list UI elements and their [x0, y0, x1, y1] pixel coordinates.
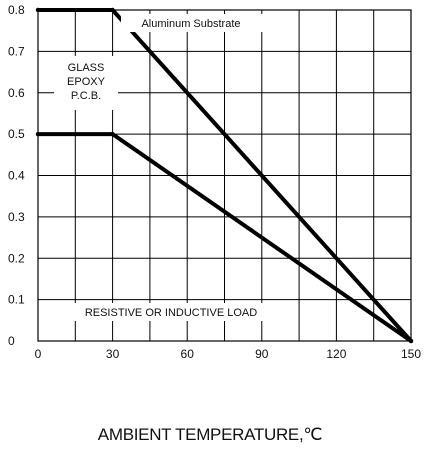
x-tick-label-60: 60: [181, 347, 195, 361]
y-tick-label-6: 0.6: [8, 86, 25, 100]
load-note-background: [58, 303, 286, 321]
y-tick-label-5: 0.5: [8, 127, 25, 141]
y-tick-label-1: 0.1: [8, 293, 25, 307]
glass-epoxy-label-line-3: P.C.B.: [71, 90, 101, 102]
series-point-1-1: [110, 131, 115, 137]
glass-epoxy-label-line-1: GLASS: [68, 62, 105, 74]
plot-frame: [37, 9, 412, 342]
y-tick-label-3: 0.3: [8, 210, 25, 224]
axes: [37, 9, 412, 342]
glass-epoxy-label-background: [54, 56, 118, 110]
x-tick-label-90: 90: [255, 347, 269, 361]
y-tick-label-2: 0.2: [8, 251, 25, 265]
tick-labels: 0 30 60 90 120 150 0 0.1 0.2 0.3 0.4 0.5 0.6 0.7 0.8: [8, 3, 421, 361]
x-tick-label-30: 30: [106, 347, 120, 361]
y-tick-label-0: 0: [8, 334, 15, 348]
series-point-1-0: [35, 131, 41, 137]
y-tick-label-4: 0.4: [8, 169, 25, 183]
series-point-1-2: [408, 338, 414, 344]
series-point-0-0: [35, 7, 41, 13]
aluminum-label-background: [121, 14, 263, 32]
glass-epoxy-label-line-2: EPOXY: [67, 76, 106, 88]
aluminum-substrate-label: Aluminum Substrate: [141, 18, 240, 30]
x-tick-label-0: 0: [35, 347, 42, 361]
load-note-label: RESISTIVE OR INDUCTIVE LOAD: [85, 307, 257, 319]
x-tick-label-120: 120: [326, 347, 346, 361]
x-axis-title: AMBIENT TEMPERATURE,℃: [98, 425, 322, 444]
x-tick-label-150: 150: [401, 347, 421, 361]
data-series: [35, 7, 414, 344]
y-tick-label-8: 0.8: [8, 3, 25, 17]
y-tick-label-7: 0.7: [8, 44, 25, 58]
series-point-0-1: [110, 7, 115, 13]
